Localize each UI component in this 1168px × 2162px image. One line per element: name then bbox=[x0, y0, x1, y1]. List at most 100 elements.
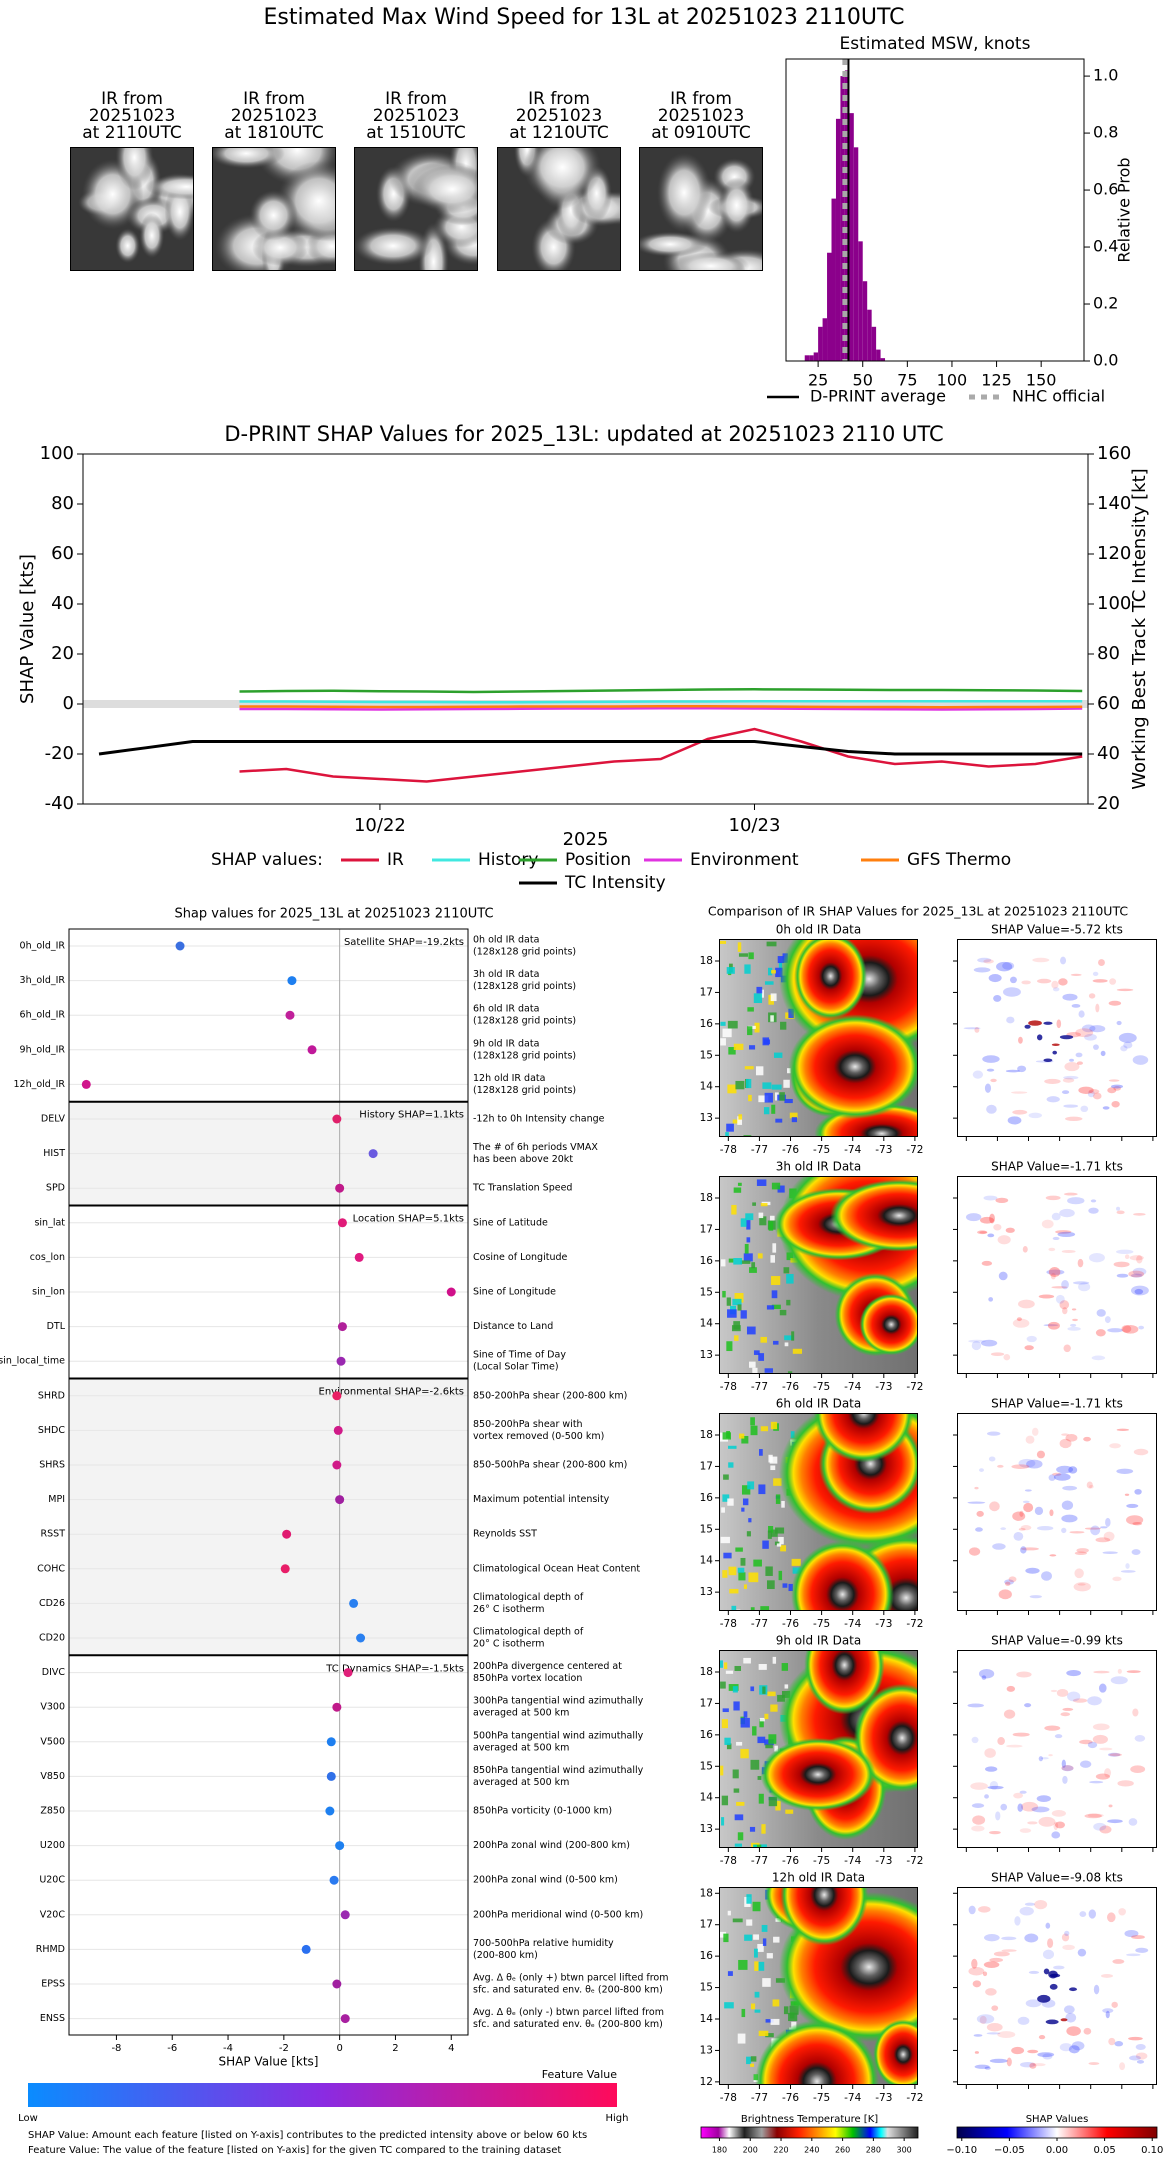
land-speckle bbox=[767, 1530, 772, 1539]
image-background bbox=[957, 1413, 1157, 1611]
y-tick-label: 15 bbox=[700, 1982, 713, 1994]
shap-blob bbox=[1063, 1192, 1078, 1196]
shap-blob bbox=[1018, 1036, 1023, 1044]
shap-blob bbox=[1032, 2063, 1046, 2067]
land-speckle bbox=[726, 1123, 734, 1132]
y-tick-label: 18 bbox=[700, 1887, 713, 1899]
ir-image bbox=[719, 1176, 918, 1374]
land-speckle bbox=[738, 1959, 748, 1970]
y-tick-label: 17 bbox=[700, 986, 713, 998]
shap-blob bbox=[1061, 1765, 1074, 1772]
colorbar-tick-label: −0.10 bbox=[946, 2145, 977, 2156]
shap-blob bbox=[1109, 1753, 1122, 1757]
shap-blob bbox=[982, 1055, 1000, 1063]
shap-blob bbox=[997, 1737, 1005, 1746]
shap-blob bbox=[1049, 1983, 1058, 1990]
panel-title: SHAP Value=-1.71 kts bbox=[991, 1397, 1123, 1411]
storm bbox=[780, 1887, 869, 1946]
shap-blob bbox=[1071, 1308, 1077, 1311]
shap-blob bbox=[1132, 1055, 1149, 1065]
x-tick-label: -72 bbox=[906, 1144, 923, 1156]
x-tick-label: -74 bbox=[844, 1855, 861, 1867]
shap-blob bbox=[1108, 1804, 1113, 1808]
land-speckle bbox=[757, 1776, 762, 1780]
land-speckle bbox=[765, 1744, 773, 1749]
shap-blob bbox=[1020, 1547, 1039, 1551]
shap-blob bbox=[1116, 1020, 1122, 1026]
shap-blob bbox=[973, 2034, 983, 2037]
shap-blob bbox=[1109, 1443, 1121, 1449]
land-speckle bbox=[771, 1104, 776, 1114]
shap-blob bbox=[1046, 1096, 1060, 1103]
land-speckle bbox=[754, 1948, 758, 1958]
land-speckle bbox=[764, 1368, 773, 1373]
land-speckle bbox=[750, 2063, 755, 2067]
land-speckle bbox=[761, 1824, 766, 1834]
y-tick-label: 18 bbox=[700, 1429, 713, 1441]
y-tick-label: 14 bbox=[700, 1792, 714, 1804]
colorbar-tick-label: 0.05 bbox=[1093, 2145, 1115, 2156]
shap-blob bbox=[1051, 1212, 1061, 1221]
shap-blob bbox=[1050, 1689, 1058, 1693]
shap-blob bbox=[1005, 1069, 1020, 1073]
land-speckle bbox=[772, 1656, 777, 1664]
cloud bbox=[249, 190, 298, 241]
shap-blob bbox=[992, 1543, 1006, 1550]
feature-description: 850-500hPa shear (200-800 km) bbox=[473, 1460, 627, 1471]
feature-description: 200hPa zonal wind (200-800 km) bbox=[473, 1840, 630, 1851]
shap-blob bbox=[1044, 1078, 1061, 1084]
land-speckle bbox=[746, 1894, 752, 1904]
land-speckle bbox=[759, 1718, 764, 1728]
shap-blob bbox=[1104, 1768, 1112, 1778]
storm bbox=[755, 2020, 879, 2085]
land-speckle bbox=[760, 1606, 770, 1611]
shap-blob bbox=[1092, 1723, 1110, 1731]
shap-blob bbox=[1043, 1058, 1053, 1062]
land-speckle bbox=[791, 1558, 801, 1566]
land-speckle bbox=[731, 1325, 741, 1332]
shap-dot bbox=[333, 1425, 343, 1435]
land-speckle bbox=[768, 1221, 774, 1231]
shap-blob bbox=[1129, 1255, 1144, 1261]
shap-blob bbox=[1011, 1464, 1030, 1469]
shap-blob bbox=[1019, 1510, 1024, 1517]
land-speckle bbox=[775, 1800, 781, 1811]
land-speckle bbox=[722, 1570, 728, 1578]
shap-blob bbox=[1018, 1299, 1035, 1309]
land-speckle bbox=[741, 1507, 745, 1512]
shap-blob bbox=[1067, 1197, 1085, 1205]
shap-image bbox=[957, 1176, 1157, 1374]
shap-blob bbox=[1062, 1485, 1078, 1491]
shap-blob bbox=[1008, 1576, 1017, 1583]
shap-blob bbox=[1075, 1028, 1094, 1038]
colorbar-tick-label: 0.10 bbox=[1141, 2145, 1163, 2156]
y2-tick-label: 140 bbox=[1097, 493, 1131, 514]
cloud bbox=[412, 165, 478, 214]
thumbnail-label: at 1510UTC bbox=[366, 123, 465, 143]
shap-blob bbox=[1099, 1747, 1113, 1751]
bar bbox=[822, 318, 828, 361]
land-speckle bbox=[752, 1367, 758, 1374]
storm bbox=[830, 1179, 918, 1252]
shap-blob bbox=[1027, 1821, 1038, 1825]
land-speckle bbox=[752, 1726, 757, 1736]
shap-blob bbox=[965, 1213, 982, 1222]
shap-blob bbox=[1024, 1489, 1032, 1492]
y-tick-label: 13 bbox=[700, 1586, 713, 1598]
shap-blob bbox=[1063, 1104, 1079, 1108]
shap-blob bbox=[1043, 1324, 1059, 1327]
land-speckle bbox=[758, 1353, 765, 1361]
shap-blob bbox=[1090, 1525, 1101, 1536]
shap-blob bbox=[984, 1083, 992, 1093]
land-speckle bbox=[754, 1991, 760, 1998]
shap-blob bbox=[981, 1260, 993, 1266]
land-speckle bbox=[722, 1708, 729, 1713]
y-tick-label: 40 bbox=[51, 593, 74, 614]
x-tick-label: -74 bbox=[844, 1381, 861, 1393]
bar bbox=[876, 349, 881, 361]
shap-blob bbox=[1036, 1450, 1046, 1459]
shap-blob bbox=[1074, 1568, 1084, 1579]
shap-blob bbox=[1041, 1571, 1052, 1581]
shap-blob bbox=[1054, 1734, 1063, 1739]
